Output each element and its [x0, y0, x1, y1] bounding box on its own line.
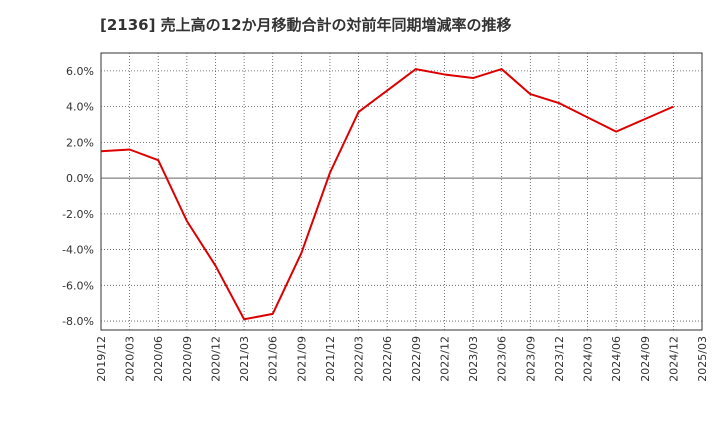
plot-area — [100, 52, 703, 331]
x-tick-label: 2020/03 — [124, 336, 137, 382]
x-tick-label: 2025/03 — [696, 336, 709, 382]
y-tick-label: 4.0% — [66, 101, 94, 114]
y-tick-label: 6.0% — [66, 65, 94, 78]
y-tick-label: -2.0% — [62, 208, 94, 221]
x-tick-label: 2024/03 — [582, 336, 595, 382]
y-tick-label: 2.0% — [66, 136, 94, 149]
x-tick-label: 2020/06 — [152, 336, 165, 382]
x-tick-label: 2019/12 — [95, 336, 108, 382]
x-gridlines — [129, 53, 674, 330]
x-tick-label: 2024/06 — [610, 336, 623, 382]
y-axis: 6.0% 4.0% 2.0% 0.0% -2.0% -4.0% -6.0% -8.0% — [62, 65, 94, 328]
y-tick-label: -6.0% — [62, 279, 94, 292]
x-tick-label: 2020/09 — [181, 336, 194, 382]
y-tick-label: -8.0% — [62, 315, 94, 328]
y-tick-label: -4.0% — [62, 244, 94, 257]
x-tick-label: 2021/12 — [324, 336, 337, 382]
x-tick-label: 2024/12 — [667, 336, 680, 382]
x-tick-label: 2022/12 — [438, 336, 451, 382]
x-tick-label: 2024/09 — [639, 336, 652, 382]
x-tick-label: 2021/09 — [295, 336, 308, 382]
y-tick-label: 0.0% — [66, 172, 94, 185]
x-tick-label: 2022/03 — [353, 336, 366, 382]
x-tick-label: 2023/09 — [524, 336, 537, 382]
x-axis: 2019/12 2020/03 2020/06 2020/09 2020/12 2021/… — [95, 336, 709, 382]
x-tick-label: 2022/06 — [381, 336, 394, 382]
series-group — [100, 68, 674, 321]
x-tick-label: 2021/06 — [267, 336, 280, 382]
x-tick-label: 2022/09 — [410, 336, 423, 382]
x-tick-label: 2020/12 — [209, 336, 222, 382]
x-tick-label: 2023/06 — [496, 336, 509, 382]
chart-title: [2136] 売上高の12か月移動合計の対前年同期増減率の推移 — [100, 16, 512, 34]
series-line — [100, 68, 674, 321]
x-tick-label: 2021/03 — [238, 336, 251, 382]
x-tick-label: 2023/12 — [553, 336, 566, 382]
y-gridlines — [101, 70, 702, 322]
x-tick-label: 2023/03 — [467, 336, 480, 382]
